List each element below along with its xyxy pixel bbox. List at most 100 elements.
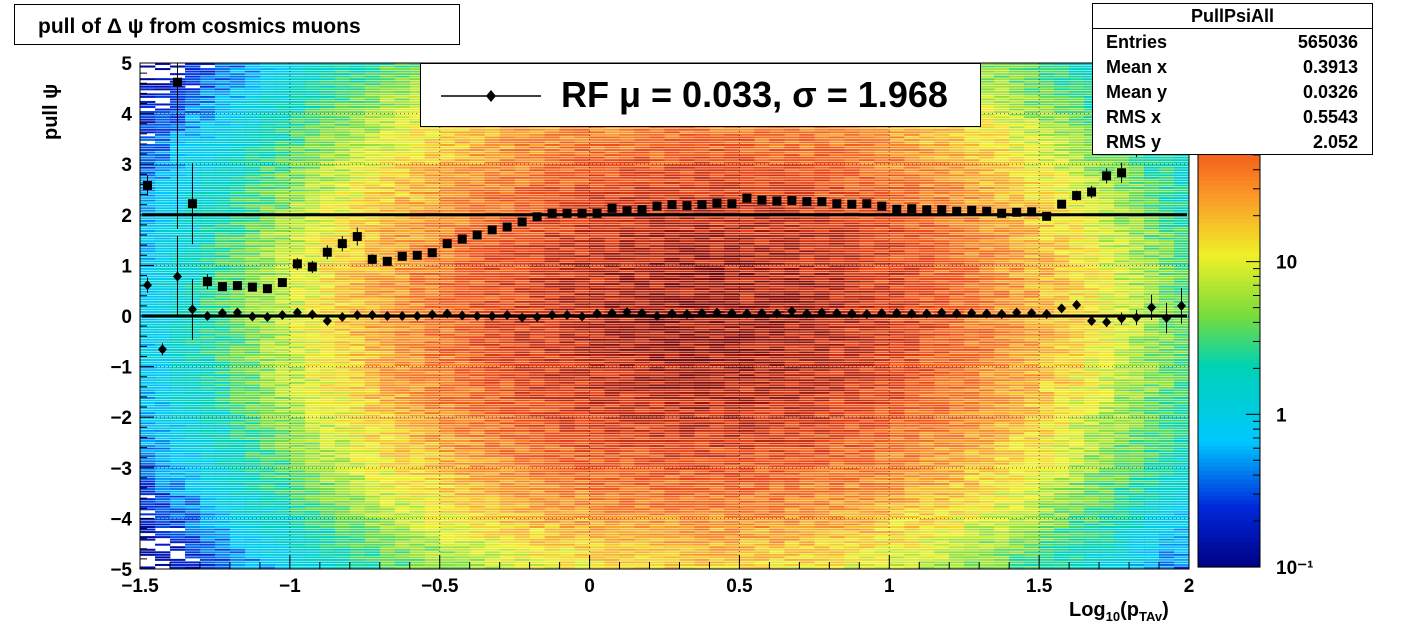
heatmap-cell	[229, 245, 246, 248]
heatmap-cell	[439, 369, 456, 372]
heatmap-cell	[185, 495, 201, 498]
heatmap-cell	[244, 131, 261, 134]
heatmap-cell	[499, 460, 516, 463]
heatmap-cell	[229, 409, 246, 412]
heatmap-cell	[409, 381, 426, 384]
heatmap-cell	[214, 118, 231, 121]
heatmap-cell	[185, 80, 201, 83]
heatmap-cell	[319, 333, 336, 336]
heatmap-cell	[274, 197, 291, 200]
heatmap-cell	[499, 500, 516, 503]
heatmap-cell	[229, 98, 246, 101]
heatmap-cell	[439, 131, 456, 134]
heatmap-cell	[439, 154, 456, 157]
heatmap-cell	[259, 321, 276, 324]
heatmap-cell	[349, 523, 366, 526]
heatmap-cell	[155, 63, 171, 66]
heatmap-cell	[484, 197, 501, 200]
heatmap-cell	[199, 558, 216, 561]
heatmap-cell	[364, 85, 381, 88]
heatmap-cell	[499, 366, 516, 369]
heatmap-cell	[484, 361, 501, 364]
heatmap-cell	[514, 510, 530, 513]
heatmap-cell	[199, 224, 216, 227]
heatmap-cell	[214, 189, 231, 192]
heatmap-cell	[140, 500, 156, 503]
heatmap-cell	[334, 103, 351, 106]
heatmap-cell	[514, 475, 530, 478]
heatmap-cell	[379, 283, 396, 286]
heatmap-cell	[334, 475, 351, 478]
heatmap-cell	[364, 351, 381, 354]
heatmap-cell	[229, 73, 246, 76]
heatmap-cell	[199, 493, 216, 496]
heatmap-cell	[155, 305, 171, 308]
heatmap-cell	[319, 488, 336, 491]
heatmap-cell	[364, 285, 381, 288]
heatmap-cell	[439, 186, 456, 189]
heatmap-cell	[424, 445, 441, 448]
heatmap-cell	[364, 442, 381, 445]
heatmap-cell	[304, 414, 321, 417]
heatmap-cell	[394, 189, 411, 192]
heatmap-cell	[499, 186, 516, 189]
heatmap-cell	[454, 364, 471, 367]
heatmap-cell	[274, 65, 291, 68]
heatmap-cell	[319, 520, 336, 523]
heatmap-cell	[319, 212, 336, 215]
heatmap-cell	[155, 217, 171, 220]
heatmap-cell	[379, 376, 396, 379]
heatmap-cell	[289, 318, 306, 321]
heatmap-cell	[514, 500, 530, 503]
heatmap-cell	[364, 68, 381, 71]
heatmap-cell	[170, 488, 186, 491]
heatmap-cell	[379, 331, 396, 334]
heatmap-cell	[334, 159, 351, 162]
heatmap-cell	[394, 202, 411, 205]
heatmap-cell	[155, 318, 171, 321]
heatmap-cell	[484, 290, 501, 293]
heatmap-cell	[155, 518, 171, 521]
heatmap-cell	[379, 321, 396, 324]
heatmap-cell	[304, 495, 321, 498]
heatmap-cell	[349, 224, 366, 227]
heatmap-cell	[499, 161, 516, 164]
heatmap-cell	[244, 149, 261, 152]
heatmap-cell	[454, 141, 471, 144]
heatmap-cell	[409, 106, 426, 109]
heatmap-cell	[469, 475, 486, 478]
heatmap-cell	[439, 513, 456, 516]
heatmap-cell	[379, 98, 396, 101]
heatmap-cell	[334, 154, 351, 157]
heatmap-cell	[439, 161, 456, 164]
heatmap-cell	[394, 447, 411, 450]
heatmap-cell	[185, 95, 201, 98]
heatmap-cell	[199, 308, 216, 311]
heatmap-cell	[484, 131, 501, 134]
heatmap-cell	[274, 121, 291, 124]
heatmap-cell	[244, 95, 261, 98]
heatmap-cell	[199, 209, 216, 212]
heatmap-cell	[185, 78, 201, 81]
heatmap-cell	[379, 437, 396, 440]
heatmap-cell	[244, 171, 261, 174]
heatmap-cell	[199, 197, 216, 200]
heatmap-cell	[155, 503, 171, 506]
heatmap-cell	[484, 164, 501, 167]
heatmap-cell	[499, 432, 516, 435]
heatmap-cell	[334, 169, 351, 172]
heatmap-cell	[334, 323, 351, 326]
heatmap-cell	[364, 305, 381, 308]
heatmap-cell	[484, 412, 501, 415]
heatmap-cell	[304, 118, 321, 121]
heatmap-cell	[349, 100, 366, 103]
heatmap-cell	[304, 318, 321, 321]
heatmap-cell	[199, 164, 216, 167]
heatmap-cell	[349, 106, 366, 109]
heatmap-cell	[214, 295, 231, 298]
heatmap-cell	[334, 305, 351, 308]
heatmap-cell	[484, 356, 501, 359]
heatmap-cell	[499, 353, 516, 356]
heatmap-cell	[469, 556, 486, 559]
heatmap-cell	[214, 106, 231, 109]
